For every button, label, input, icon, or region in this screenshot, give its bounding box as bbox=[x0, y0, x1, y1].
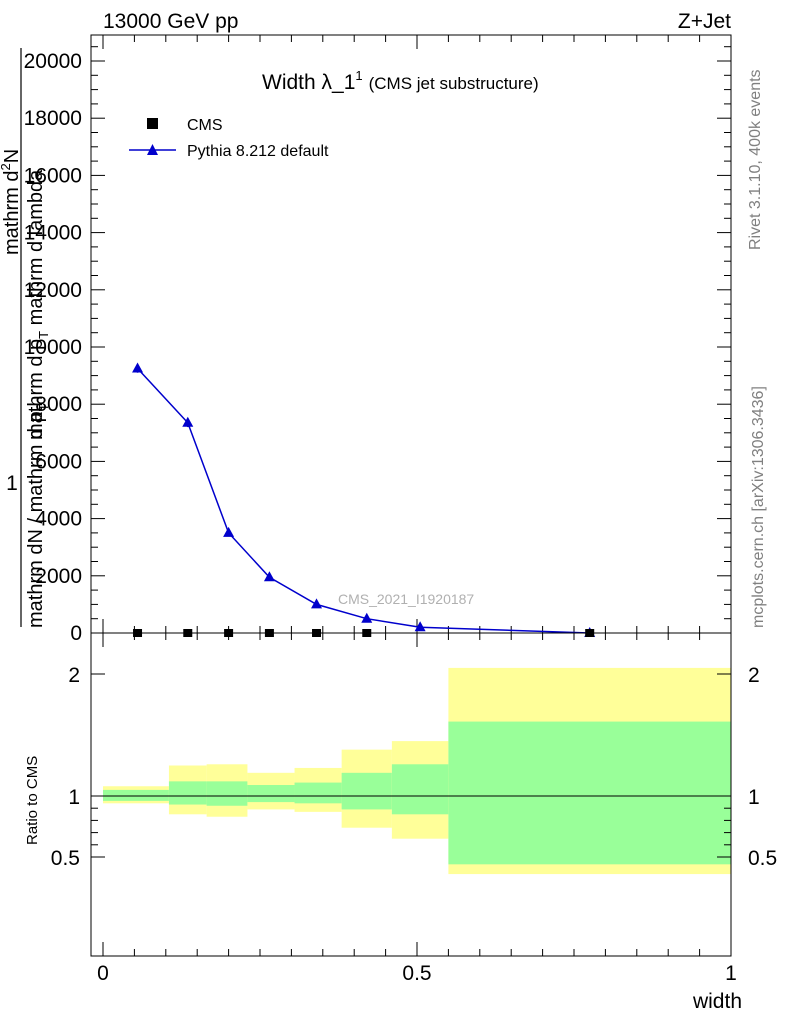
ratio-x-axis: 0 0.5 1 bbox=[97, 633, 737, 985]
main-y-label: 1 mathrm dN / mathrm d pT mathrm d2N mat… bbox=[0, 48, 51, 628]
pythia-series-line bbox=[136, 367, 590, 634]
y-tick-label: 4000 bbox=[35, 508, 82, 531]
ratio-y-tick-label-right: 1 bbox=[748, 786, 760, 809]
analysis-tag: CMS_2021_I1920187 bbox=[338, 591, 474, 607]
pythia-point bbox=[182, 416, 194, 427]
y-tick-label: 16000 bbox=[24, 164, 82, 187]
y-tick-label: 20000 bbox=[24, 50, 82, 73]
process-label: Z+Jet bbox=[678, 10, 731, 33]
pythia-point bbox=[132, 362, 144, 373]
ratio-inner-band bbox=[294, 782, 342, 804]
plot-title: Width λ_11 (CMS jet substructure) bbox=[262, 68, 539, 94]
ratio-inner-band bbox=[448, 721, 731, 865]
energy-label: 13000 GeV pp bbox=[103, 10, 238, 33]
ratio-inner-band bbox=[247, 785, 295, 803]
ratio-y-axis: 0.5 0.5 1 1 2 2 bbox=[51, 664, 777, 870]
x-tick-label: 0 bbox=[97, 962, 109, 985]
pythia-point bbox=[223, 526, 235, 537]
ratio-inner-band bbox=[341, 772, 392, 810]
legend-pythia-marker bbox=[147, 144, 158, 155]
pythia-point bbox=[311, 598, 323, 609]
main-y-axis: 0 2000 4000 6000 8000 10000 12000 14000 16000 180… bbox=[24, 46, 731, 645]
legend-pythia-label: Pythia 8.212 default bbox=[187, 143, 329, 160]
ratio-plot-frame bbox=[90, 632, 732, 957]
y-tick-label: 14000 bbox=[24, 222, 82, 245]
ratio-y-tick-label-right: 2 bbox=[748, 664, 760, 687]
y-tick-label: 2000 bbox=[35, 565, 82, 588]
y-label-denominator: mathrm dN / mathrm d pT bbox=[25, 403, 51, 628]
y-tick-label: 8000 bbox=[35, 393, 82, 416]
ratio-y-tick-label: 1 bbox=[68, 786, 80, 809]
mcplots-label: mcplots.cern.ch [arXiv:1306.3436] bbox=[750, 386, 767, 628]
legend-cms-marker bbox=[147, 118, 158, 129]
ratio-inner-band bbox=[103, 789, 169, 801]
y-label-numerator: 1 bbox=[6, 472, 18, 495]
ratio-inner-band bbox=[206, 781, 248, 806]
ratio-y-tick-label: 0.5 bbox=[51, 847, 80, 870]
y-tick-label: 6000 bbox=[35, 450, 82, 473]
pythia-point bbox=[414, 621, 426, 632]
ratio-y-label: Ratio to CMS bbox=[24, 756, 41, 845]
x-axis-label: width bbox=[692, 990, 742, 1013]
y-tick-label: 10000 bbox=[24, 336, 82, 359]
y-label-denominator-2: mathrm d pT mathrm d lambda bbox=[25, 169, 51, 440]
ratio-y-tick-label: 2 bbox=[68, 664, 80, 687]
pythia-point bbox=[263, 571, 275, 582]
y-label-numerator-2: mathrm d2N bbox=[0, 149, 23, 255]
rivet-version-label: Rivet 3.1.10, 400k events bbox=[747, 69, 764, 250]
pythia-point bbox=[361, 612, 373, 623]
x-tick-label: 0.5 bbox=[402, 962, 431, 985]
ratio-inner-band bbox=[391, 764, 449, 815]
y-tick-label: 12000 bbox=[24, 279, 82, 302]
x-tick-label: 1 bbox=[725, 962, 737, 985]
legend-cms-label: CMS bbox=[187, 117, 223, 134]
legend: CMS Pythia 8.212 default bbox=[129, 117, 329, 160]
ratio-inner-band bbox=[168, 781, 207, 805]
y-tick-label: 0 bbox=[70, 622, 82, 645]
ratio-y-tick-label-right: 0.5 bbox=[748, 847, 777, 870]
y-tick-label: 18000 bbox=[24, 107, 82, 130]
ratio-bands-layer bbox=[103, 667, 731, 875]
